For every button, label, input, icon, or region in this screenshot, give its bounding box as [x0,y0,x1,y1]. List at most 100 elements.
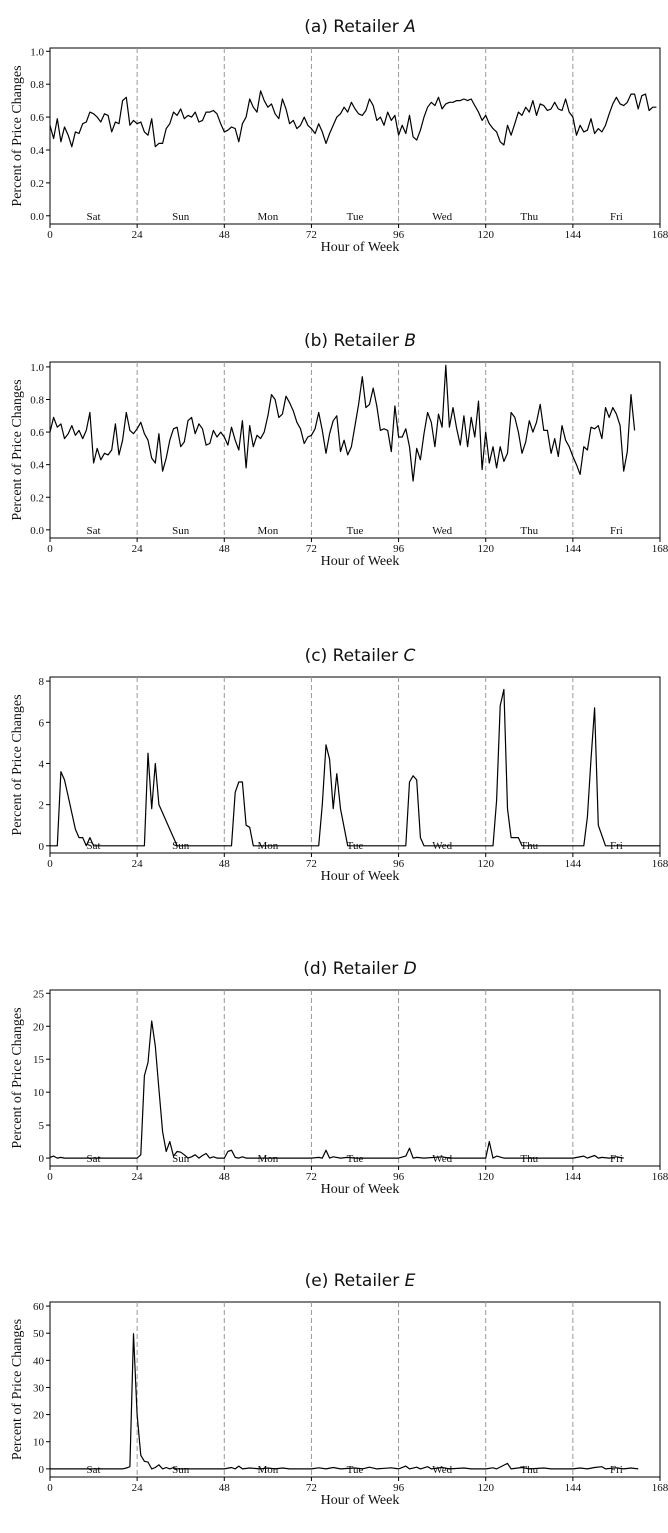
x-tick-label: 48 [219,1482,231,1494]
y-tick-label: 15 [33,1054,45,1066]
day-label-wed: Wed [432,211,452,223]
y-tick-label: 40 [33,1355,45,1367]
x-tick-label: 0 [47,1171,53,1183]
day-label-sat: Sat [87,1153,101,1165]
x-tick-label: 168 [652,858,668,870]
panel-title: (e) Retailer E [305,1271,416,1291]
x-tick-label: 0 [47,229,53,241]
x-tick-label: 24 [132,1171,144,1183]
y-axis-label: Percent of Price Changes [10,1319,25,1460]
y-tick-label: 5 [39,1120,45,1132]
x-tick-label: 48 [219,229,231,241]
x-tick-label: 144 [565,858,582,870]
x-tick-label: 120 [477,1171,494,1183]
x-tick-label: 168 [652,229,668,241]
plot-frame [49,47,661,225]
day-label-tue: Tue [347,525,364,537]
day-label-mon: Mon [257,525,278,537]
panel-title-text: (e) Retailer [305,1271,405,1291]
x-axis-label: Hour of Week [321,1493,400,1508]
panel-title-text: (d) Retailer [303,959,403,979]
day-label-sat: Sat [87,1464,101,1476]
y-tick-label: 0.0 [30,525,44,537]
x-axis-label: Hour of Week [321,1182,400,1197]
day-label-thu: Thu [520,1153,538,1165]
x-axis-label: Hour of Week [321,869,400,884]
x-tick-label: 24 [132,858,144,870]
day-label-tue: Tue [347,1464,364,1476]
x-tick-label: 72 [306,858,317,870]
day-label-sun: Sun [172,1464,190,1476]
y-tick-label: 10 [33,1437,45,1449]
y-tick-label: 0 [39,1153,45,1165]
x-tick-label: 48 [219,543,231,555]
panel-title: (a) Retailer A [304,17,416,37]
y-tick-label: 50 [33,1328,45,1340]
y-axis-label: Percent of Price Changes [10,379,25,520]
y-tick-label: 2 [39,800,45,812]
x-tick-label: 24 [132,1482,144,1494]
plot-frame [49,1301,661,1478]
day-label-fri: Fri [610,1464,623,1476]
plot-frame [49,676,661,854]
x-tick-label: 24 [132,229,144,241]
y-tick-label: 8 [39,676,45,688]
x-tick-label: 96 [393,229,405,241]
x-tick-label: 168 [652,543,668,555]
x-tick-label: 96 [393,543,405,555]
y-tick-label: 25 [33,988,45,1000]
y-tick-label: 0.4 [30,460,44,472]
x-tick-label: 144 [565,1171,582,1183]
y-tick-label: 60 [33,1301,45,1313]
chart-panel-a: (a) Retailer A 0 24 48 72 96 120 144 168 0.0 0.2 0.… [10,17,668,255]
chart-panel-c: (c) Retailer C0 24 48 72 96 120 144 16802468Sat… [10,646,668,884]
panel-title-letter: A [403,17,416,37]
y-tick-label: 6 [39,717,45,729]
series-line [49,90,657,148]
plot-frame [49,989,661,1167]
day-label-sat: Sat [87,525,101,537]
panel-title-letter: B [404,331,416,351]
day-label-wed: Wed [432,1464,452,1476]
y-tick-label: 0.2 [30,178,44,190]
x-tick-label: 48 [219,1171,231,1183]
day-label-mon: Mon [257,1464,278,1476]
y-tick-label: 0 [39,1464,45,1476]
x-tick-label: 96 [393,1482,405,1494]
y-tick-label: 0.6 [30,427,44,439]
y-tick-label: 0.8 [30,394,44,406]
day-label-thu: Thu [520,1464,538,1476]
day-label-thu: Thu [520,211,538,223]
y-tick-label: 0.4 [30,145,44,157]
day-label-mon: Mon [257,1153,278,1165]
panel-title: (c) Retailer C [305,646,416,666]
y-tick-label: 0.2 [30,492,44,504]
plot-frame [49,361,661,539]
series-line [49,1020,624,1159]
x-tick-label: 144 [565,229,582,241]
y-tick-label: 30 [33,1382,45,1394]
y-tick-label: 4 [39,758,45,770]
panel-title-text: (a) Retailer [304,17,404,37]
x-tick-label: 0 [47,543,53,555]
x-axis-label: Hour of Week [321,240,400,255]
day-label-sat: Sat [87,211,101,223]
y-tick-label: 0.0 [30,211,44,223]
x-tick-label: 96 [393,858,405,870]
x-tick-label: 0 [47,1482,53,1494]
day-label-thu: Thu [520,525,538,537]
y-tick-label: 0.8 [30,79,44,91]
panel-title: (b) Retailer B [304,331,416,351]
chart-panel-b: (b) Retailer B 0 24 48 72 96 120 144 168 0.0 0.2 0.… [10,331,668,569]
day-label-wed: Wed [432,525,452,537]
day-label-sun: Sun [172,525,190,537]
x-tick-label: 72 [306,543,317,555]
panel-title-letter: C [404,646,416,666]
day-label-fri: Fri [610,525,623,537]
x-tick-label: 120 [477,543,494,555]
day-label-tue: Tue [347,1153,364,1165]
y-tick-label: 20 [33,1410,45,1422]
x-axis-label: Hour of Week [321,554,400,569]
day-label-mon: Mon [257,211,278,223]
